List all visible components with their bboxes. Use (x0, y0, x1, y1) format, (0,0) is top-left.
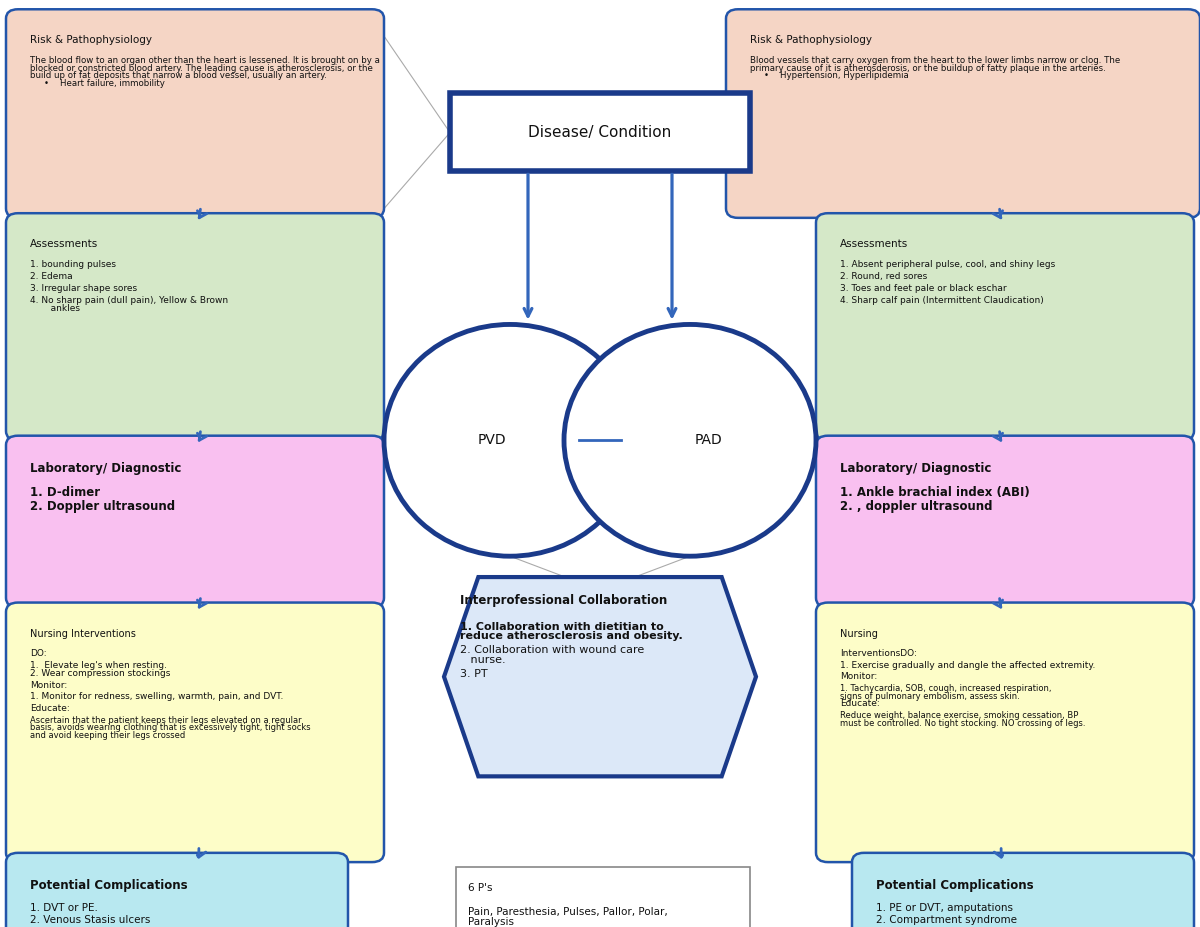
Text: build up of fat deposits that narrow a blood vessel, usually an artery.: build up of fat deposits that narrow a b… (30, 71, 326, 81)
Ellipse shape (384, 324, 636, 556)
Text: 6 P's: 6 P's (468, 883, 492, 894)
Text: 1. PE or DVT, amputations: 1. PE or DVT, amputations (876, 903, 1013, 913)
Text: Assessments: Assessments (840, 239, 908, 249)
Text: Assessments: Assessments (30, 239, 98, 249)
Text: 2. Collaboration with wound care: 2. Collaboration with wound care (460, 645, 644, 655)
Text: 1. Collaboration with dietitian to: 1. Collaboration with dietitian to (460, 622, 664, 631)
FancyBboxPatch shape (6, 853, 348, 927)
Text: Nursing: Nursing (840, 629, 878, 639)
Text: 2. Edema: 2. Edema (30, 272, 73, 281)
Text: Ascertain that the patient keeps their legs elevated on a regular: Ascertain that the patient keeps their l… (30, 716, 301, 725)
FancyArrowPatch shape (994, 210, 1003, 218)
Text: Paralysis: Paralysis (468, 917, 514, 927)
FancyBboxPatch shape (450, 93, 750, 171)
FancyBboxPatch shape (816, 213, 1194, 440)
FancyArrowPatch shape (995, 848, 1003, 857)
FancyArrowPatch shape (197, 599, 206, 607)
Text: Educate:: Educate: (30, 704, 70, 713)
FancyArrowPatch shape (524, 174, 532, 316)
Text: Potential Complications: Potential Complications (30, 879, 187, 892)
FancyArrowPatch shape (197, 848, 205, 857)
Text: InterventionsDO:: InterventionsDO: (840, 649, 917, 658)
FancyArrowPatch shape (197, 210, 206, 218)
FancyArrowPatch shape (197, 432, 206, 440)
FancyBboxPatch shape (816, 436, 1194, 607)
Text: 4. Sharp calf pain (Intermittent Claudication): 4. Sharp calf pain (Intermittent Claudic… (840, 296, 1044, 305)
FancyBboxPatch shape (6, 436, 384, 607)
Text: signs of pulmonary embolism, assess skin.: signs of pulmonary embolism, assess skin… (840, 692, 1020, 701)
Text: Laboratory/ Diagnostic: Laboratory/ Diagnostic (30, 462, 181, 475)
FancyArrowPatch shape (668, 174, 676, 316)
Text: must be controlled. No tight stocking. NO crossing of legs.: must be controlled. No tight stocking. N… (840, 719, 1086, 728)
Text: 2. , doppler ultrasound: 2. , doppler ultrasound (840, 500, 992, 513)
Text: Monitor:: Monitor: (840, 672, 877, 681)
Polygon shape (444, 577, 756, 777)
Text: blocked or constricted blood artery. The leading cause is atherosclerosis, or th: blocked or constricted blood artery. The… (30, 64, 373, 72)
Text: 3. PT: 3. PT (460, 669, 487, 679)
Text: 1.  Elevate leg's when resting.: 1. Elevate leg's when resting. (30, 661, 167, 669)
Text: Nursing Interventions: Nursing Interventions (30, 629, 136, 639)
Text: PVD: PVD (478, 433, 506, 448)
Text: DO:: DO: (30, 649, 47, 658)
Text: 3. Irregular shape sores: 3. Irregular shape sores (30, 284, 137, 293)
FancyBboxPatch shape (726, 9, 1200, 218)
Text: Interprofessional Collaboration: Interprofessional Collaboration (460, 594, 667, 607)
Text: Risk & Pathophysiology: Risk & Pathophysiology (30, 35, 152, 45)
Text: 2. Venous Stasis ulcers: 2. Venous Stasis ulcers (30, 916, 150, 925)
Text: Laboratory/ Diagnostic: Laboratory/ Diagnostic (840, 462, 991, 475)
FancyBboxPatch shape (6, 9, 384, 218)
Text: 1. Ankle brachial index (ABI): 1. Ankle brachial index (ABI) (840, 486, 1030, 499)
Text: Disease/ Condition: Disease/ Condition (528, 124, 672, 140)
Text: 1. DVT or PE.: 1. DVT or PE. (30, 903, 98, 913)
Text: Blood vessels that carry oxygen from the heart to the lower limbs narrow or clog: Blood vessels that carry oxygen from the… (750, 56, 1121, 65)
Text: primary cause of it is atherosderosis, or the buildup of fatty plaque in the art: primary cause of it is atherosderosis, o… (750, 64, 1105, 72)
Text: 1. Exercise gradually and dangle the affected extremity.: 1. Exercise gradually and dangle the aff… (840, 661, 1096, 669)
Text: Potential Complications: Potential Complications (876, 879, 1033, 892)
Text: Reduce weight, balance exercise, smoking cessation, BP: Reduce weight, balance exercise, smoking… (840, 711, 1079, 720)
Text: Pain, Paresthesia, Pulses, Pallor, Polar,: Pain, Paresthesia, Pulses, Pallor, Polar… (468, 908, 667, 918)
Text: •    Hypertension, Hyperlipidemia: • Hypertension, Hyperlipidemia (764, 71, 910, 81)
Text: 3. Toes and feet pale or black eschar: 3. Toes and feet pale or black eschar (840, 284, 1007, 293)
Text: 4. No sharp pain (dull pain), Yellow & Brown: 4. No sharp pain (dull pain), Yellow & B… (30, 296, 228, 305)
Text: 1. D-dimer: 1. D-dimer (30, 486, 100, 499)
Text: •    Heart failure, immobility: • Heart failure, immobility (44, 80, 166, 88)
FancyBboxPatch shape (852, 853, 1194, 927)
FancyArrowPatch shape (994, 432, 1003, 440)
Text: 1. Monitor for redness, swelling, warmth, pain, and DVT.: 1. Monitor for redness, swelling, warmth… (30, 692, 283, 702)
FancyBboxPatch shape (6, 213, 384, 440)
Text: ankles: ankles (42, 304, 80, 313)
Text: nurse.: nurse. (460, 655, 505, 665)
FancyBboxPatch shape (456, 867, 750, 927)
Text: 1. Absent peripheral pulse, cool, and shiny legs: 1. Absent peripheral pulse, cool, and sh… (840, 260, 1055, 269)
Text: 1. bounding pulses: 1. bounding pulses (30, 260, 116, 269)
FancyBboxPatch shape (816, 603, 1194, 862)
Text: 2. Wear compression stockings: 2. Wear compression stockings (30, 669, 170, 678)
FancyArrowPatch shape (994, 599, 1003, 607)
FancyBboxPatch shape (6, 603, 384, 862)
Text: 2. Compartment syndrome: 2. Compartment syndrome (876, 916, 1018, 925)
Text: basis, avoids wearing clothing that is excessively tight, tight socks: basis, avoids wearing clothing that is e… (30, 723, 311, 732)
Ellipse shape (564, 324, 816, 556)
Text: 2. Round, red sores: 2. Round, red sores (840, 272, 928, 281)
Text: The blood flow to an organ other than the heart is lessened. It is brought on by: The blood flow to an organ other than th… (30, 56, 380, 65)
Text: Risk & Pathophysiology: Risk & Pathophysiology (750, 35, 872, 45)
Text: Monitor:: Monitor: (30, 680, 67, 690)
Text: PAD: PAD (694, 433, 722, 448)
Text: Educate:: Educate: (840, 700, 880, 708)
Text: reduce atherosclerosis and obesity.: reduce atherosclerosis and obesity. (460, 631, 683, 641)
Text: 1. Tachycardia, SOB, cough, increased respiration,: 1. Tachycardia, SOB, cough, increased re… (840, 684, 1051, 693)
Text: 2. Doppler ultrasound: 2. Doppler ultrasound (30, 500, 175, 513)
Text: and avoid keeping their legs crossed: and avoid keeping their legs crossed (30, 731, 185, 740)
